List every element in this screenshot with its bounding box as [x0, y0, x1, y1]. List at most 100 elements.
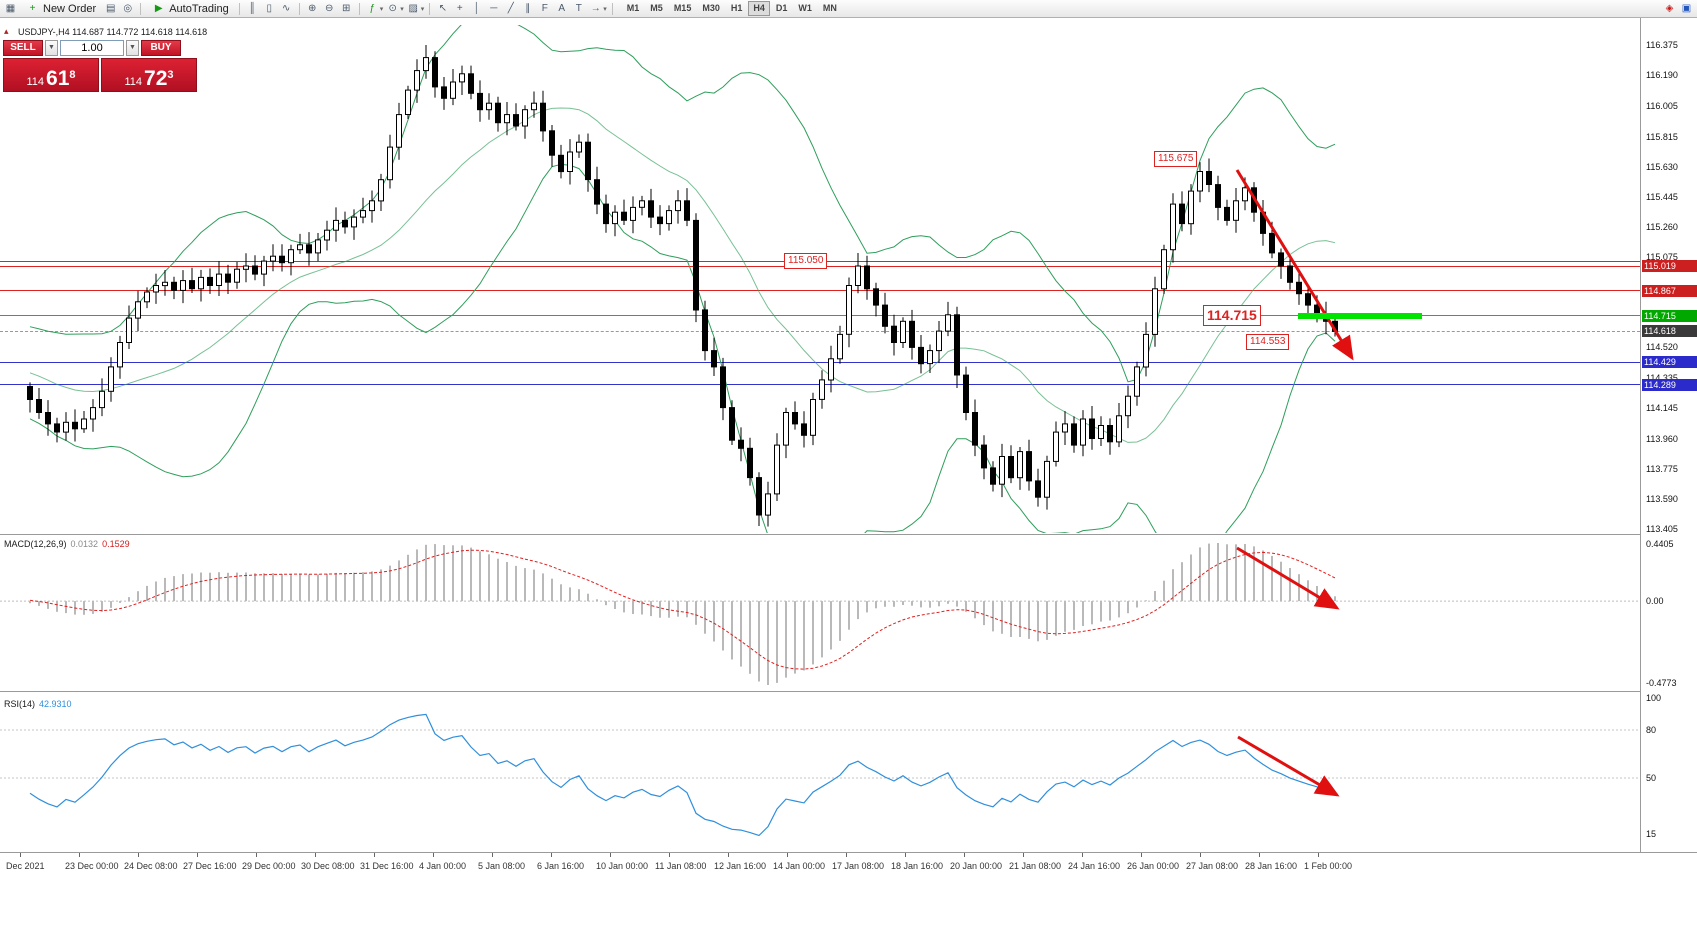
time-axis-label: 26 Jan 00:00: [1127, 861, 1180, 871]
chevron-down-icon[interactable]: ▾: [379, 5, 384, 13]
main-toolbar: ▦ + New Order ▤ ◎ ▶ AutoTrading ║ ▯ ∿ ⊕ …: [0, 0, 1697, 18]
zoom-out-icon[interactable]: ⊖: [325, 3, 334, 14]
timeframe-h1-button[interactable]: H1: [730, 3, 743, 13]
time-axis-label: 24 Dec 08:00: [124, 861, 178, 871]
time-axis-tick: [1259, 853, 1260, 857]
rsi-axis-label: 15: [1646, 829, 1657, 839]
news-icon[interactable]: ▣: [1681, 3, 1692, 14]
volume-options-button[interactable]: ▼: [126, 40, 139, 56]
macd-panel[interactable]: [0, 537, 1640, 691]
time-axis-label: 31 Dec 16:00: [360, 861, 414, 871]
price-axis[interactable]: 116.375 116.190 116.005 115.815 115.630 115.4…: [1640, 18, 1697, 852]
vertical-line-icon[interactable]: │: [473, 3, 480, 14]
price-level-line: [0, 290, 1640, 292]
time-axis-tick: [79, 853, 80, 857]
time-axis-label: 17 Jan 08:00: [832, 861, 885, 871]
toolbar-separator: [429, 2, 431, 15]
time-axis-tick: [138, 853, 139, 857]
price-axis-label: 116.375: [1646, 40, 1678, 51]
periods-icon[interactable]: ⊙: [388, 3, 397, 14]
time-axis-label: 27 Jan 08:00: [1186, 861, 1239, 871]
main-chart-plot[interactable]: 115.675 115.050 114.715 114.553: [0, 25, 1640, 533]
new-chart-icon[interactable]: ▦: [5, 3, 16, 14]
chevron-down-icon[interactable]: ▾: [400, 5, 404, 13]
time-axis-tick: [551, 853, 552, 857]
timeframe-mn-button[interactable]: MN: [822, 3, 837, 13]
price-level-line: [0, 315, 1640, 317]
volume-input[interactable]: [60, 40, 124, 56]
timeframe-d1-button[interactable]: D1: [775, 3, 788, 13]
timeframe-m15-button[interactable]: M15: [673, 3, 692, 13]
time-axis-label: 1 Feb 00:00: [1304, 861, 1353, 871]
time-axis-tick: [492, 853, 493, 857]
rsi-axis-label: 50: [1646, 773, 1657, 783]
templates-icon[interactable]: ▨: [408, 3, 418, 14]
buy-price-big: 72: [144, 67, 168, 90]
sell-price-box[interactable]: 114 61 8: [3, 58, 99, 92]
time-axis-label: 30 Dec 08:00: [301, 861, 355, 871]
time-axis[interactable]: Dec 2021 23 Dec 00:00 24 Dec 08:00 27 Dec 1…: [0, 852, 1697, 876]
rsi-panel[interactable]: [0, 692, 1640, 852]
macd-axis-max: 0.4405: [1646, 539, 1674, 549]
buy-price-box[interactable]: 114 72 3: [101, 58, 197, 92]
chevron-down-icon: ▼: [129, 44, 136, 51]
time-axis-label: 6 Jan 16:00: [537, 861, 585, 871]
crosshair-icon[interactable]: +: [456, 3, 463, 14]
play-icon: ▶: [154, 3, 163, 14]
price-axis-label: 115.445: [1646, 191, 1678, 202]
panel-separator[interactable]: [0, 534, 1697, 535]
buy-button[interactable]: BUY: [141, 40, 181, 56]
price-axis-label: 114.335: [1646, 372, 1678, 383]
time-axis-tick: [1318, 853, 1319, 857]
label-tool-icon[interactable]: T: [575, 3, 582, 14]
time-axis-label: 14 Jan 00:00: [773, 861, 826, 871]
bar-chart-icon[interactable]: ║: [248, 3, 256, 14]
line-chart-icon[interactable]: ∿: [282, 3, 291, 14]
horizontal-line-icon[interactable]: ─: [490, 3, 498, 14]
new-order-button[interactable]: + New Order: [20, 1, 101, 17]
sell-price-big: 61: [46, 67, 70, 90]
fibonacci-icon[interactable]: F: [541, 3, 548, 14]
zoom-in-icon[interactable]: ⊕: [308, 3, 317, 14]
chart-price-label: 114.553: [1246, 334, 1290, 350]
timeframe-m30-button[interactable]: M30: [702, 3, 720, 13]
arrows-tool-icon[interactable]: →: [590, 3, 601, 14]
cursor-icon[interactable]: ↖: [438, 3, 447, 14]
autotrading-button[interactable]: ▶ AutoTrading: [146, 1, 234, 17]
timeframe-w1-button[interactable]: W1: [798, 3, 812, 13]
time-axis-label: 24 Jan 16:00: [1068, 861, 1121, 871]
timeframe-m1-button[interactable]: M1: [626, 3, 640, 13]
timeframe-h4-button[interactable]: H4: [748, 1, 770, 16]
sell-options-button[interactable]: ▼: [45, 40, 58, 56]
sell-button[interactable]: SELL: [3, 40, 43, 56]
text-tool-icon[interactable]: A: [558, 3, 566, 14]
current-price-line: [0, 330, 1640, 332]
time-axis-tick: [1200, 853, 1201, 857]
print-icon[interactable]: ▤: [105, 3, 116, 14]
alert-icon[interactable]: ◈: [1665, 3, 1674, 14]
rsi-axis-label: 80: [1646, 725, 1657, 735]
price-badge-red: 114.867: [1642, 284, 1697, 297]
trendline-icon[interactable]: ╱: [507, 3, 514, 14]
price-badge-red: 115.019: [1642, 260, 1697, 273]
options-icon[interactable]: ◎: [123, 3, 133, 14]
panel-separator[interactable]: [0, 691, 1697, 692]
chevron-down-icon[interactable]: ▾: [420, 5, 425, 13]
candlestick-chart-icon[interactable]: ▯: [266, 3, 272, 14]
time-axis-tick: [1082, 853, 1083, 857]
timeframe-m5-button[interactable]: M5: [650, 3, 663, 13]
tile-windows-icon[interactable]: ⊞: [342, 3, 351, 14]
price-axis-label: 115.630: [1646, 161, 1678, 172]
price-axis-label: 113.775: [1646, 463, 1678, 474]
price-axis-label: 114.145: [1646, 403, 1678, 414]
time-axis-tick: [256, 853, 257, 857]
one-click-panel-toggle[interactable]: ▴: [4, 26, 9, 36]
time-axis-label: 18 Jan 16:00: [891, 861, 944, 871]
time-axis-tick: [728, 853, 729, 857]
chevron-down-icon[interactable]: ▾: [603, 5, 607, 13]
price-level-line: [0, 361, 1640, 363]
channel-icon[interactable]: ∥: [525, 3, 531, 14]
rsi-label: RSI(14) 42.9310: [4, 699, 72, 709]
indicators-icon[interactable]: ƒ: [369, 3, 375, 14]
